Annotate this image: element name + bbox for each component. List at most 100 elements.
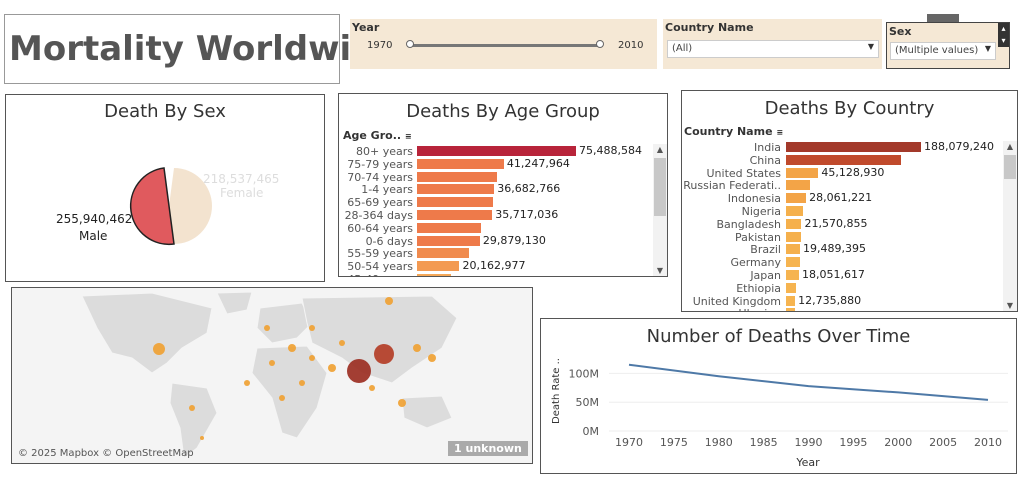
world-map-panel[interactable]: © 2025 Mapbox © OpenStreetMap 1 unknown	[11, 287, 533, 464]
country-filter: Country Name (All) ▼	[663, 19, 882, 69]
map-point[interactable]	[369, 385, 375, 391]
age-scroll-thumb[interactable]	[654, 158, 666, 216]
sort-icon[interactable]: ≡	[404, 132, 412, 141]
sort-icon[interactable]: ≡	[776, 128, 784, 137]
map-point[interactable]	[339, 340, 345, 346]
age-group-bar[interactable]	[417, 261, 460, 272]
map-point[interactable]	[428, 354, 436, 362]
sex-select-value: (Multiple values)	[895, 45, 979, 56]
country-label: Ethiopia	[736, 281, 781, 295]
age-group-bar[interactable]	[417, 197, 493, 208]
year-slider-track[interactable]	[410, 44, 600, 47]
map-point[interactable]	[347, 359, 371, 383]
sex-select[interactable]: (Multiple values) ▼	[890, 42, 996, 60]
sex-filter: Sex (Multiple values) ▼ ▴ ▾	[886, 22, 1010, 69]
map-point[interactable]	[264, 325, 270, 331]
x-tick-label: 2005	[929, 436, 957, 449]
scroll-down-icon[interactable]: ▼	[1006, 301, 1014, 310]
country-select-value: (All)	[672, 43, 693, 54]
map-point[interactable]	[244, 380, 250, 386]
filter-menu-button[interactable]: ▴ ▾	[998, 23, 1009, 47]
country-bar[interactable]	[786, 308, 795, 311]
map-point[interactable]	[189, 405, 195, 411]
year-slider-max-handle[interactable]	[596, 40, 604, 48]
year-slider-min-handle[interactable]	[406, 40, 414, 48]
pie-slice-female	[169, 168, 212, 244]
country-label: Germany	[730, 256, 781, 270]
x-tick-label: 1990	[795, 436, 823, 449]
map-point[interactable]	[309, 325, 315, 331]
line-chart: 0M 50M 100M 1970 1975 1980 1985 1990 1995 2000 200…	[551, 358, 1008, 469]
age-group-bar[interactable]	[417, 210, 493, 220]
country-bar[interactable]	[786, 244, 800, 255]
landmass-north-america	[81, 292, 213, 374]
age-group-bar[interactable]	[417, 235, 480, 246]
map-point[interactable]	[309, 355, 315, 361]
map-point[interactable]	[398, 399, 406, 407]
scroll-up-icon[interactable]: ▲	[656, 145, 664, 154]
country-bar[interactable]	[786, 206, 803, 216]
age-group-bar[interactable]	[417, 184, 495, 195]
map-point[interactable]	[153, 343, 165, 355]
age-scrollbar[interactable]: ▲ ▼	[653, 144, 667, 276]
age-group-bar[interactable]	[417, 274, 451, 276]
unknown-badge[interactable]: 1 unknown	[448, 441, 528, 456]
world-map[interactable]	[12, 288, 532, 463]
map-point[interactable]	[279, 395, 285, 401]
deaths-over-time-panel: Number of Deaths Over Time 0M 50M 100M 1970…	[540, 318, 1017, 474]
map-point[interactable]	[385, 297, 393, 305]
age-group-label: 45-49 years	[339, 273, 413, 276]
age-group-label: 65-69 years	[347, 196, 413, 210]
country-header[interactable]: Country Name ≡	[684, 125, 784, 138]
age-group-label: 60-64 years	[347, 221, 413, 235]
country-bar[interactable]	[786, 282, 797, 293]
sex-panel-title: Death By Sex	[104, 101, 226, 122]
country-bar[interactable]	[786, 218, 802, 229]
age-group-header[interactable]: Age Gro.. ≡	[343, 129, 412, 142]
country-bar[interactable]	[786, 295, 796, 306]
title-box: Mortality Worldwide	[4, 14, 399, 84]
country-label: Japan	[750, 269, 781, 282]
scroll-down-icon[interactable]: ▼	[656, 266, 664, 275]
landmass-greenland	[216, 291, 253, 315]
map-point[interactable]	[413, 344, 421, 352]
country-bar[interactable]	[786, 231, 801, 242]
country-bar[interactable]	[786, 257, 800, 268]
map-point[interactable]	[374, 344, 394, 364]
map-point[interactable]	[269, 360, 275, 366]
country-select[interactable]: (All) ▼	[667, 40, 879, 58]
country-scrollbar[interactable]: ▲ ▼	[1003, 141, 1017, 311]
country-label: China	[749, 153, 781, 167]
drag-handle-icon[interactable]	[927, 14, 959, 22]
map-point[interactable]	[299, 380, 305, 386]
age-group-bar[interactable]	[417, 171, 498, 182]
country-scroll-thumb[interactable]	[1004, 155, 1016, 179]
scroll-up-icon[interactable]: ▲	[1006, 142, 1014, 151]
map-point[interactable]	[328, 364, 336, 372]
country-label: Ukraine	[682, 307, 781, 311]
country-value: 21,570,855	[804, 216, 868, 230]
map-point[interactable]	[200, 436, 204, 440]
age-group-bar[interactable]	[417, 158, 504, 169]
age-group-bar[interactable]	[417, 222, 482, 233]
country-value: 18,051,617	[801, 268, 865, 281]
country-bar[interactable]	[786, 154, 901, 165]
age-group-label: 50-54 years	[347, 260, 413, 274]
age-panel-title: Deaths By Age Group	[406, 101, 600, 122]
country-label: United States	[706, 166, 782, 180]
age-group-bar[interactable]	[417, 146, 576, 156]
country-bar[interactable]	[786, 270, 799, 280]
age-group-bar[interactable]	[417, 248, 469, 259]
country-bar[interactable]	[786, 142, 921, 152]
landmass-oceania	[401, 395, 453, 429]
country-label: Brazil	[750, 243, 781, 257]
country-bar[interactable]	[786, 167, 819, 178]
landmass-africa	[251, 345, 328, 439]
country-bar[interactable]	[786, 180, 811, 191]
age-group-value: 75,488,584	[579, 144, 642, 157]
x-tick-label: 2010	[974, 436, 1002, 449]
country-bar[interactable]	[786, 193, 807, 204]
country-label: Nigeria	[741, 205, 781, 218]
map-point[interactable]	[288, 344, 296, 352]
country-value: 45,128,930	[821, 165, 885, 179]
